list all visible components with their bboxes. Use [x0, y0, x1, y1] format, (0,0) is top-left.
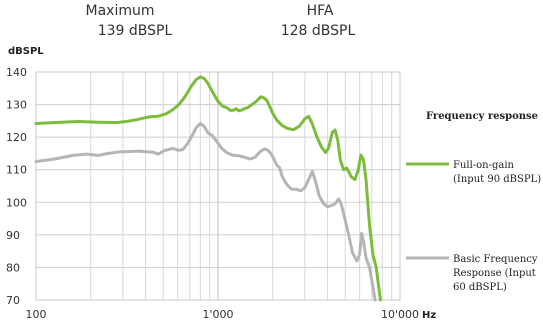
- basic-frequency-response-line: [34, 122, 377, 302]
- y-tick-label: 70: [6, 294, 20, 307]
- hfa-value: 128 dBSPL: [280, 23, 356, 39]
- y-tick-label: 140: [6, 66, 27, 79]
- x-tick-label: 10'000: [381, 308, 419, 321]
- legend-label: Full-on-gain: [453, 160, 515, 171]
- hfa-label: HFA: [306, 3, 334, 19]
- legend-label: Response (Input: [453, 268, 536, 279]
- maximum-value: 139 dBSPL: [97, 23, 173, 39]
- y-tick-label: 100: [6, 196, 27, 209]
- legend-label: Basic Frequency: [453, 254, 538, 265]
- y-tick-label: 80: [6, 261, 20, 274]
- y-tick-label: 90: [6, 229, 20, 242]
- legend-label: (Input 90 dBSPL): [453, 174, 541, 185]
- legend-title: Frequency response: [426, 111, 538, 122]
- y-tick-label: 110: [6, 164, 27, 177]
- y-tick-label: 120: [6, 131, 27, 144]
- full-on-gain-line: [34, 75, 382, 302]
- y-tick-label: 130: [6, 99, 27, 112]
- maximum-label: Maximum: [85, 3, 155, 19]
- x-tick-label: 100: [26, 308, 47, 321]
- y-axis-title: dBSPL: [8, 46, 44, 57]
- x-axis-title: Hz: [422, 310, 436, 321]
- legend-label: 60 dBSPL): [453, 282, 507, 293]
- x-tick-label: 1'000: [202, 308, 233, 321]
